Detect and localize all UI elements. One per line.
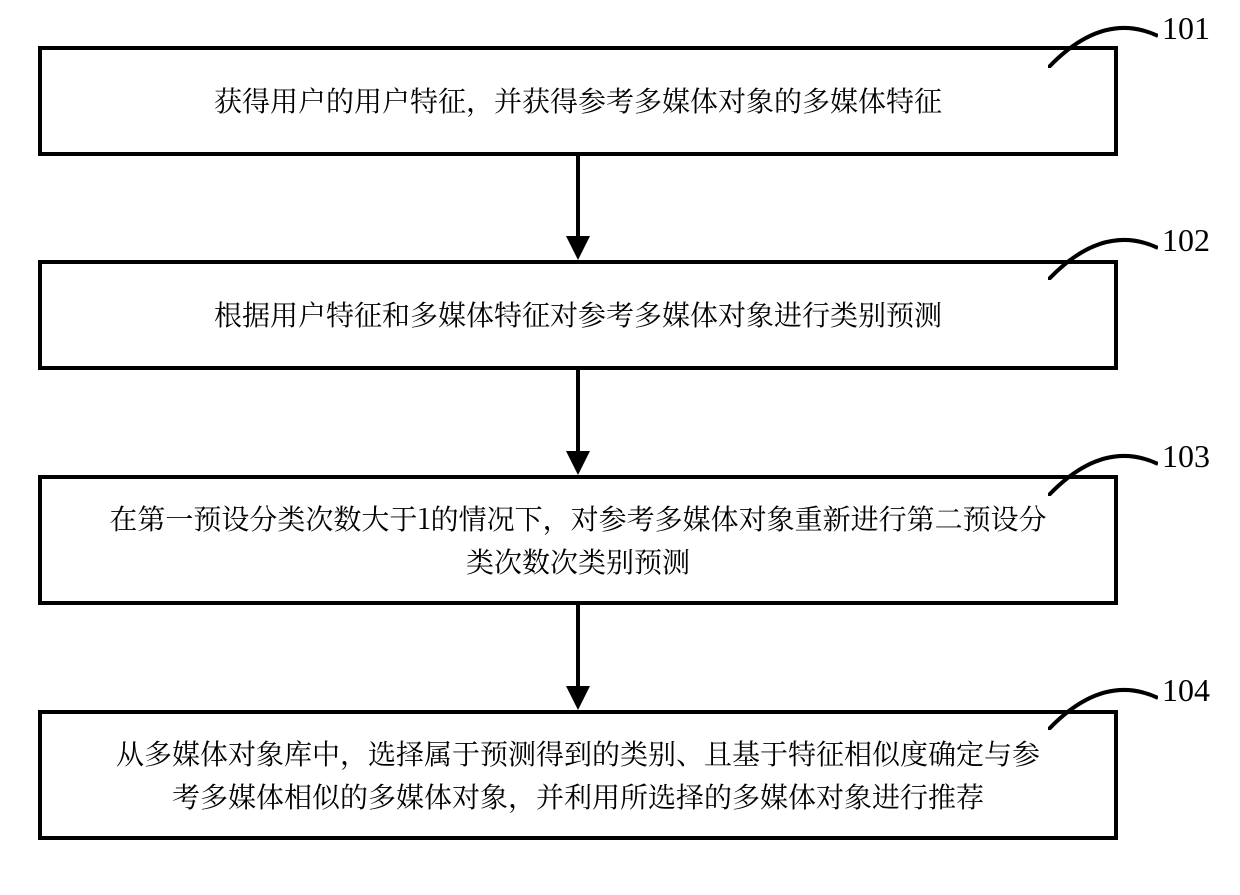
flow-node-104-text: 从多媒体对象库中，选择属于预测得到的类别、且基于特征相似度确定与参 考多媒体相似… [116, 732, 1040, 819]
arrow-102-103 [560, 370, 596, 475]
flow-node-103: 在第一预设分类次数大于1的情况下，对参考多媒体对象重新进行第二预设分 类次数次类… [38, 475, 1118, 605]
arrow-103-104 [560, 605, 596, 710]
flow-node-101-text: 获得用户的用户特征，并获得参考多媒体对象的多媒体特征 [214, 79, 942, 122]
flow-node-102: 根据用户特征和多媒体特征对参考多媒体对象进行类别预测 [38, 260, 1118, 370]
flow-node-102-text: 根据用户特征和多媒体特征对参考多媒体对象进行类别预测 [214, 293, 942, 336]
step-label-104: 104 [1162, 672, 1210, 709]
flow-node-104: 从多媒体对象库中，选择属于预测得到的类别、且基于特征相似度确定与参 考多媒体相似… [38, 710, 1118, 840]
step-label-103: 103 [1162, 438, 1210, 475]
step-label-101: 101 [1162, 10, 1210, 47]
arrow-101-102 [560, 156, 596, 260]
flow-node-101: 获得用户的用户特征，并获得参考多媒体对象的多媒体特征 [38, 46, 1118, 156]
flowchart-canvas: 获得用户的用户特征，并获得参考多媒体对象的多媒体特征 101 根据用户特征和多媒… [0, 0, 1240, 895]
flow-node-103-text: 在第一预设分类次数大于1的情况下，对参考多媒体对象重新进行第二预设分 类次数次类… [109, 497, 1046, 584]
step-label-102: 102 [1162, 222, 1210, 259]
